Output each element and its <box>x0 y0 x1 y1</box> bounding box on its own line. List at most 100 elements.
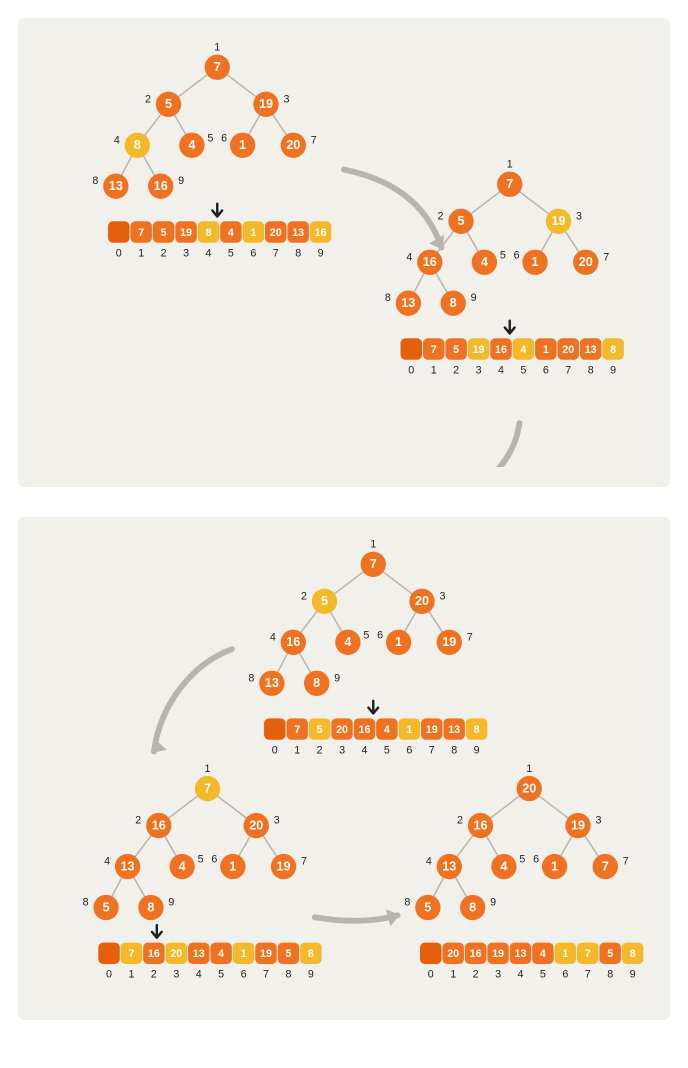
array-cell: 203 <box>166 943 187 981</box>
array-index-label: 0 <box>408 364 414 376</box>
array-index-label: 6 <box>543 364 549 376</box>
array-cell-value: 5 <box>453 344 459 356</box>
array-cell: 19 3 <box>175 221 196 259</box>
tree-node-value: 19 <box>442 635 456 649</box>
array-cell: 45 <box>210 943 231 981</box>
array-index-label: 2 <box>453 364 459 376</box>
tree-node-index: 8 <box>404 897 410 909</box>
array-cell-value: 4 <box>540 948 546 960</box>
tree-node: 71 <box>361 539 386 577</box>
array-cell-value: 20 <box>270 227 282 239</box>
array-cell: 13 8 <box>580 338 601 376</box>
array-cell-value: 5 <box>161 227 167 239</box>
flow-arrow-icon <box>438 423 519 467</box>
down-arrow-icon <box>152 925 162 938</box>
tree-node: 45 <box>335 629 369 655</box>
tree-node-value: 13 <box>442 859 456 873</box>
tree-node-index: 7 <box>311 134 317 146</box>
tree-node-value: 1 <box>395 635 402 649</box>
tree-node: 197 <box>271 854 307 879</box>
down-arrow-icon <box>368 701 378 714</box>
tree-node: 134 <box>104 854 140 879</box>
tree-node-index: 3 <box>439 590 445 602</box>
array-index-label: 3 <box>183 247 189 259</box>
array-index-label: 5 <box>384 744 390 756</box>
tree-node-index: 4 <box>114 134 120 146</box>
array-cell-value: 7 <box>431 344 437 356</box>
array-row: 07116220313445161975889 <box>98 943 321 981</box>
array-index-label: 3 <box>495 969 501 981</box>
array-index-label: 9 <box>474 744 480 756</box>
array-index-label: 5 <box>218 969 224 981</box>
array-cell-value: 13 <box>448 724 460 736</box>
array-cell: 138 <box>443 718 464 756</box>
tree-node-value: 16 <box>152 819 166 833</box>
tree-node: 201 <box>517 763 542 801</box>
diagram-svg: 7152203164451619713889071522031644516197… <box>32 537 656 1000</box>
tree-node-index: 9 <box>178 175 184 187</box>
tree-node-index: 9 <box>471 292 477 304</box>
tree-node: 162 <box>135 813 171 838</box>
tree-node-value: 5 <box>165 97 172 111</box>
tree-node-index: 8 <box>248 672 254 684</box>
tree-node-index: 5 <box>500 249 506 261</box>
tree-node-index: 3 <box>576 210 582 222</box>
heap-stage: 2011621931344516775889020116219313445167… <box>404 763 643 981</box>
tree-node: 71 <box>195 763 220 801</box>
diagram-svg: 7152193844516207138169071521938445162071… <box>32 38 656 467</box>
array-cell-value: 13 <box>585 344 597 356</box>
array-cell-value: 1 <box>543 344 549 356</box>
tree-node: 138 <box>248 671 284 696</box>
array-cell: 84 <box>198 221 219 259</box>
array-cell-value: 19 <box>473 344 485 356</box>
array-cell-value: 7 <box>294 724 300 736</box>
tree-node-value: 19 <box>277 859 291 873</box>
array-index-label: 9 <box>308 969 314 981</box>
array-index-label: 1 <box>138 247 144 259</box>
array-index-label: 3 <box>173 969 179 981</box>
array-cell: 193 <box>468 338 489 376</box>
tree-node-value: 20 <box>286 138 300 152</box>
array-cell-value: 13 <box>515 948 527 960</box>
array-cell-value: 1 <box>406 724 412 736</box>
array-cell: 203 <box>331 718 352 756</box>
array-cell-value: 20 <box>447 948 459 960</box>
array-cell: 71 <box>286 718 307 756</box>
array-cell-value: 4 <box>520 344 526 356</box>
array-index-label: 1 <box>128 969 134 981</box>
array-cell: 16 <box>535 338 556 376</box>
array-row: 07152193164451620713889 <box>401 338 624 376</box>
tree-node-index: 8 <box>92 175 98 187</box>
tree-node: 193 <box>253 92 289 117</box>
array-cell: 89 <box>622 943 643 981</box>
tree-node-value: 8 <box>313 676 320 690</box>
heap-stage: 7152193844516207138169071521938445162071… <box>92 42 331 260</box>
tree-node: 58 <box>404 895 440 920</box>
array-cell-value: 4 <box>384 724 390 736</box>
tree-node-index: 5 <box>198 854 204 866</box>
flow-arrow-icon <box>146 649 232 759</box>
array-cell-value: 19 <box>180 227 192 239</box>
array-index-label: 8 <box>295 247 301 259</box>
array-index-label: 8 <box>588 364 594 376</box>
tree-node-value: 8 <box>147 900 154 914</box>
tree-node-index: 8 <box>83 897 89 909</box>
array-index-label: 0 <box>272 744 278 756</box>
array-cell: 45 <box>532 943 553 981</box>
array-index-label: 0 <box>428 969 434 981</box>
array-index-label: 4 <box>196 969 202 981</box>
tree-node-value: 19 <box>571 819 585 833</box>
tree-node-index: 5 <box>519 854 525 866</box>
array-cell: 162 <box>143 943 164 981</box>
tree-node-index: 2 <box>301 590 307 602</box>
array-cell: 45 <box>376 718 397 756</box>
tree-node: 16 <box>514 249 548 275</box>
array-cell-value: 5 <box>607 948 613 960</box>
tree-node-value: 4 <box>188 138 195 152</box>
tree-node: 45 <box>491 854 525 880</box>
array-cell: 197 <box>421 718 442 756</box>
tree-node: 52 <box>145 92 181 117</box>
tree-node: 16 <box>211 854 245 880</box>
array-cell: 71 <box>130 221 151 259</box>
tree-node-index: 4 <box>104 856 110 868</box>
